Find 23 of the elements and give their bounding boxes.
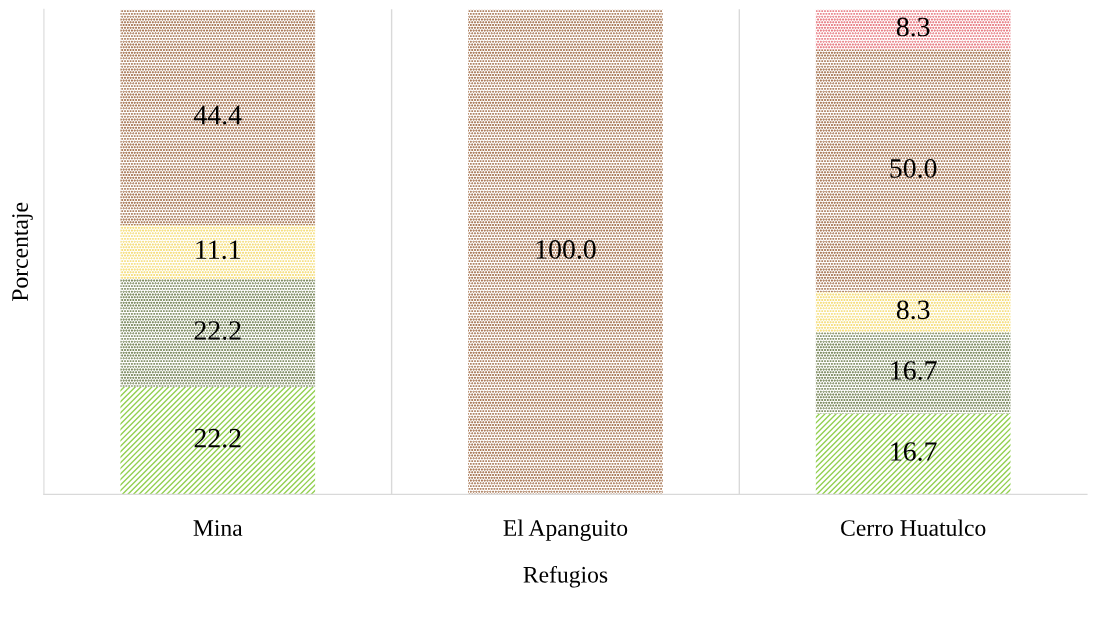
data-label: 11.1	[196, 240, 240, 260]
bar	[120, 225, 316, 279]
y-axis-title: Porcentaje	[12, 202, 33, 301]
bar	[120, 386, 316, 495]
data-label: 100.0	[536, 240, 596, 259]
data-label: 16.7	[891, 361, 937, 380]
x-tick-label: El Apanguito	[503, 519, 628, 541]
x-tick-label: Mina	[193, 520, 243, 537]
bar	[120, 9, 316, 226]
bar	[815, 9, 1011, 50]
x-tick-label: Cerro Huatulco	[841, 519, 986, 537]
bar	[815, 332, 1011, 414]
bar	[468, 9, 663, 495]
data-label: 22.2	[194, 321, 241, 340]
bar	[815, 49, 1011, 293]
bar	[120, 279, 316, 387]
x-axis-title: Refugios	[523, 565, 608, 588]
data-label: 50.0	[890, 159, 937, 178]
bar	[815, 292, 1011, 333]
data-label: 8.3	[896, 17, 930, 37]
data-label: 8.3	[896, 300, 930, 320]
data-label: 44.4	[194, 105, 242, 125]
bar	[815, 413, 1011, 495]
